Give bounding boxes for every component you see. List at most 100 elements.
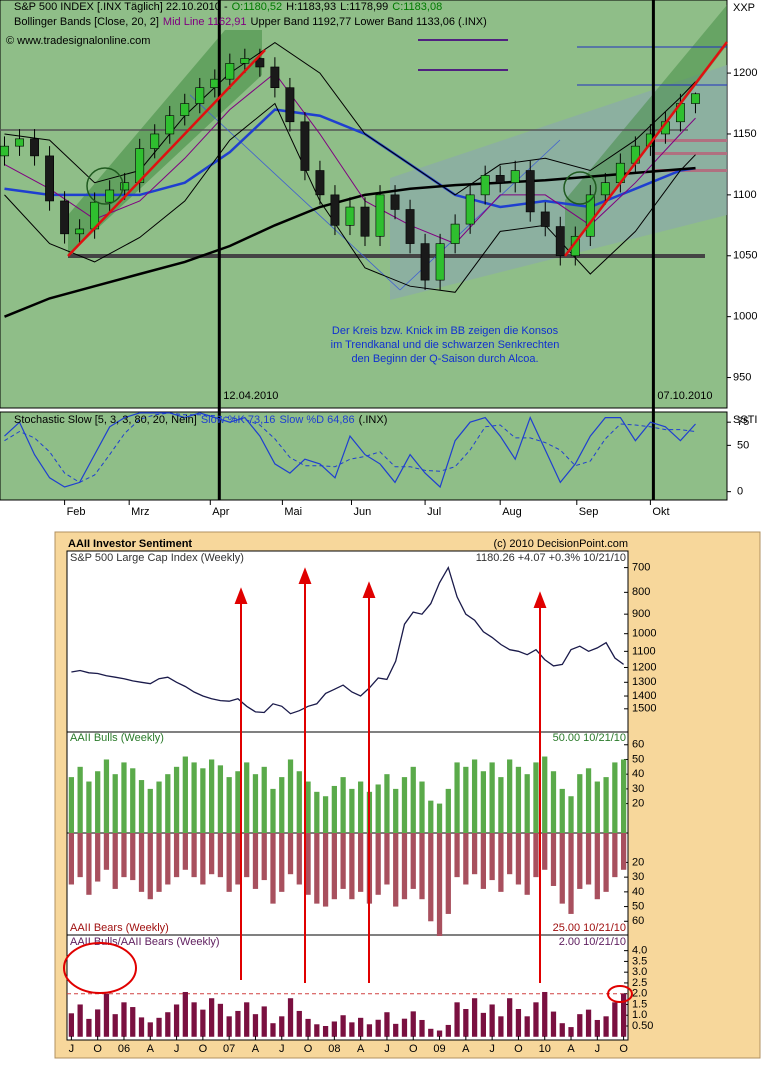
arrow-head <box>234 587 248 604</box>
x-tick-label: O <box>199 1043 208 1055</box>
bar <box>287 759 294 833</box>
bar <box>77 766 83 833</box>
x-tick-label: O <box>409 1043 418 1055</box>
x-tick-label: Feb <box>67 506 86 518</box>
y-tick-label: 2.0 <box>632 988 647 1000</box>
last-value: 2.00 10/21/10 <box>559 936 626 948</box>
bar <box>559 1023 565 1037</box>
x-tick-label: J <box>69 1043 75 1055</box>
y-tick-label: 3.5 <box>632 955 647 967</box>
bar <box>594 833 600 900</box>
candle-body <box>600 182 610 196</box>
candle-body <box>390 194 400 210</box>
bar <box>480 833 486 889</box>
bar <box>279 1016 285 1037</box>
bar <box>130 1007 136 1037</box>
bar <box>401 777 408 833</box>
bar <box>226 1016 232 1037</box>
candle-body <box>465 194 475 225</box>
x-tick-label: A <box>462 1043 470 1055</box>
candle-body <box>60 200 70 235</box>
y-tick-label: 1400 <box>632 690 656 702</box>
bar <box>375 833 381 895</box>
x-tick-label: J <box>595 1043 601 1055</box>
last-value: 1180.26 +4.07 +0.3% 10/21/10 <box>476 552 626 564</box>
bar <box>244 1002 250 1037</box>
bar <box>375 784 381 833</box>
bar <box>393 833 399 907</box>
header-part: C:1183,08 <box>392 1 442 13</box>
bar <box>322 1026 329 1037</box>
candle-body <box>435 243 445 281</box>
bar <box>331 833 337 900</box>
bar <box>209 998 215 1037</box>
bar <box>86 833 92 895</box>
bar <box>121 833 127 878</box>
candle-body <box>691 93 700 104</box>
stochastic-panel <box>0 411 728 501</box>
bar <box>226 833 232 892</box>
bar <box>393 788 399 833</box>
candle-body <box>120 182 130 191</box>
bar <box>156 781 162 833</box>
bar <box>173 766 180 833</box>
bar <box>349 833 355 900</box>
bar <box>471 759 478 833</box>
overlay-line <box>4 102 696 293</box>
bar <box>147 833 153 900</box>
last-value: 50.00 10/21/10 <box>553 732 626 744</box>
x-tick-label: A <box>357 1043 365 1055</box>
bar <box>515 833 522 885</box>
y-tick-label: 1050 <box>733 250 757 262</box>
candle-body <box>105 189 115 203</box>
y-tick-label: 1300 <box>632 676 656 688</box>
bar <box>384 774 390 833</box>
bar <box>138 1017 145 1037</box>
bar <box>507 833 513 875</box>
bar <box>296 1010 302 1037</box>
stochastic-line <box>4 412 696 483</box>
bar <box>261 766 267 833</box>
x-tick-label: O <box>304 1043 313 1055</box>
bar <box>568 833 574 914</box>
y-tick-label: 20 <box>632 797 644 809</box>
highlight-ellipse <box>607 985 633 1003</box>
candle-body <box>45 155 54 202</box>
arrow-head <box>533 591 547 608</box>
bar <box>200 1009 206 1037</box>
x-tick-label: Aug <box>502 506 522 518</box>
header-part: S&P 500 INDEX [.INX Täglich] 22.10.2010 … <box>14 1 228 13</box>
x-tick-label: 08 <box>328 1043 340 1055</box>
bar <box>410 766 416 833</box>
bar <box>401 1018 408 1037</box>
note: den Beginn der Q-Saison durch Alcoa. <box>351 353 538 365</box>
level-band <box>655 169 727 172</box>
bar <box>112 774 118 833</box>
candle-body <box>195 87 205 104</box>
y-tick-label: 60 <box>632 915 644 927</box>
header-part: Stochastic Slow [5, 3, 3, 80, 20, Nein] <box>14 414 197 426</box>
panel-heading: AAII Investor Sentiment <box>68 538 192 550</box>
bar <box>419 833 425 900</box>
x-tick-label: A <box>567 1043 575 1055</box>
header-part: Mid Line 1162,91 <box>163 16 247 28</box>
bar <box>419 781 425 833</box>
header-part: Bollinger Bands [Close, 20, 2] <box>14 16 159 28</box>
arrow-head <box>298 567 312 584</box>
bar <box>279 833 285 892</box>
arrows <box>234 567 547 983</box>
bar <box>173 1004 180 1037</box>
header: Stochastic Slow [5, 3, 3, 80, 20, Nein] S… <box>14 414 387 426</box>
candle-body <box>165 115 175 135</box>
y-tick-label: 1.5 <box>632 998 647 1010</box>
bar <box>620 993 627 1037</box>
bar <box>287 833 294 875</box>
bar <box>612 762 618 833</box>
bar <box>454 833 460 878</box>
bar <box>603 1016 609 1037</box>
bar <box>428 833 434 922</box>
x-tick-label: O <box>514 1043 523 1055</box>
bar <box>366 1024 373 1037</box>
bar <box>165 1012 171 1037</box>
helper-line <box>189 94 401 291</box>
